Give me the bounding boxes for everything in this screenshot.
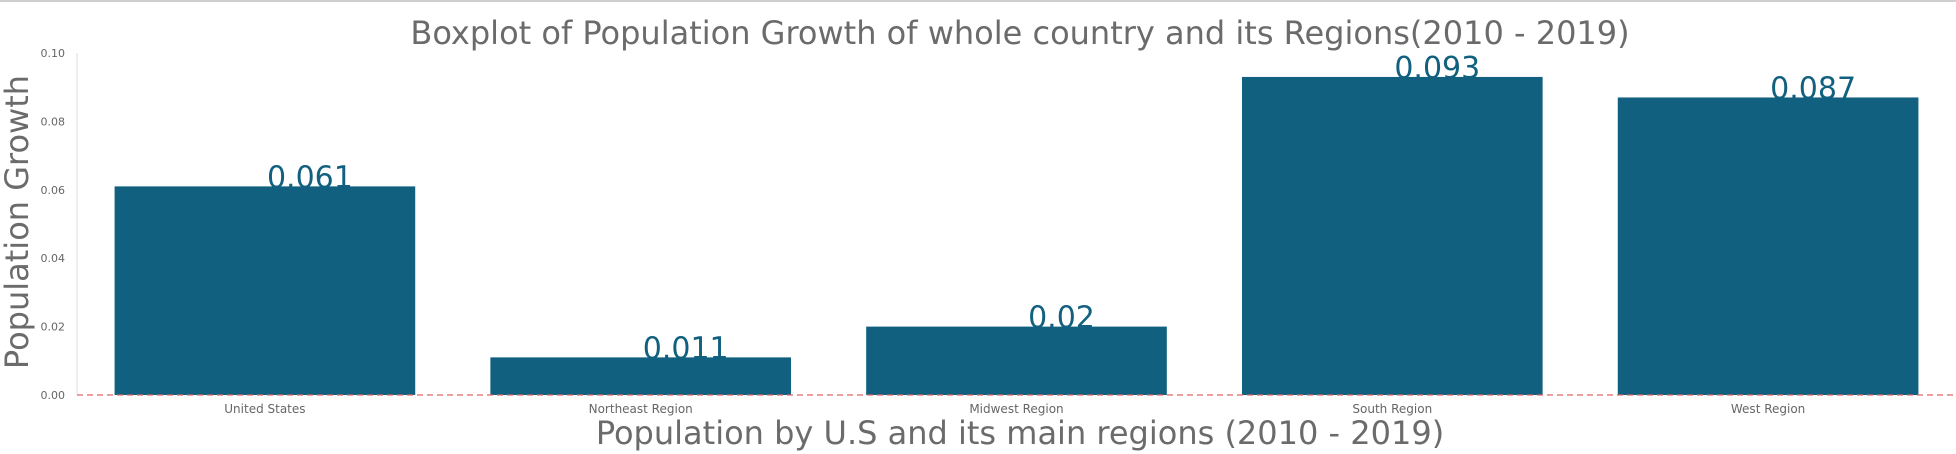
data-label: 0.011: [643, 331, 729, 366]
bar: [114, 186, 416, 395]
y-tick-label: 0.02: [41, 321, 66, 334]
top-border: [0, 0, 1956, 2]
y-axis-title: Population Growth: [0, 75, 36, 369]
x-tick-label: South Region: [1352, 402, 1432, 416]
x-axis-title: Population by U.S and its main regions (…: [596, 414, 1444, 452]
data-label: 0.02: [1028, 301, 1095, 336]
data-labels-group: 0.061 0.011 0.02 0.093 0.087: [267, 51, 1856, 366]
x-tick-label: Midwest Region: [969, 402, 1063, 416]
x-axis-labels: United States Northeast Region Midwest Reg…: [224, 402, 1805, 416]
chart-title: Boxplot of Population Growth of whole co…: [410, 14, 1629, 52]
y-axis: 0.00 0.02 0.04 0.06 0.08 0.10: [41, 47, 78, 402]
y-tick-label: 0.08: [41, 115, 66, 128]
x-tick-label: Northeast Region: [589, 402, 693, 416]
data-label: 0.093: [1394, 51, 1480, 86]
y-tick-label: 0.04: [41, 252, 66, 265]
bars-group: [114, 76, 1919, 396]
x-tick-label: United States: [224, 402, 305, 416]
bar: [490, 357, 792, 395]
bar: [866, 326, 1167, 395]
data-label: 0.061: [267, 160, 353, 195]
y-tick-label: 0.00: [41, 389, 66, 402]
x-tick-label: West Region: [1731, 402, 1805, 416]
data-label: 0.087: [1770, 71, 1856, 106]
y-tick-label: 0.06: [41, 184, 66, 197]
bar: [1241, 76, 1543, 395]
bar: [1617, 97, 1919, 396]
y-tick-label: 0.10: [41, 47, 66, 60]
